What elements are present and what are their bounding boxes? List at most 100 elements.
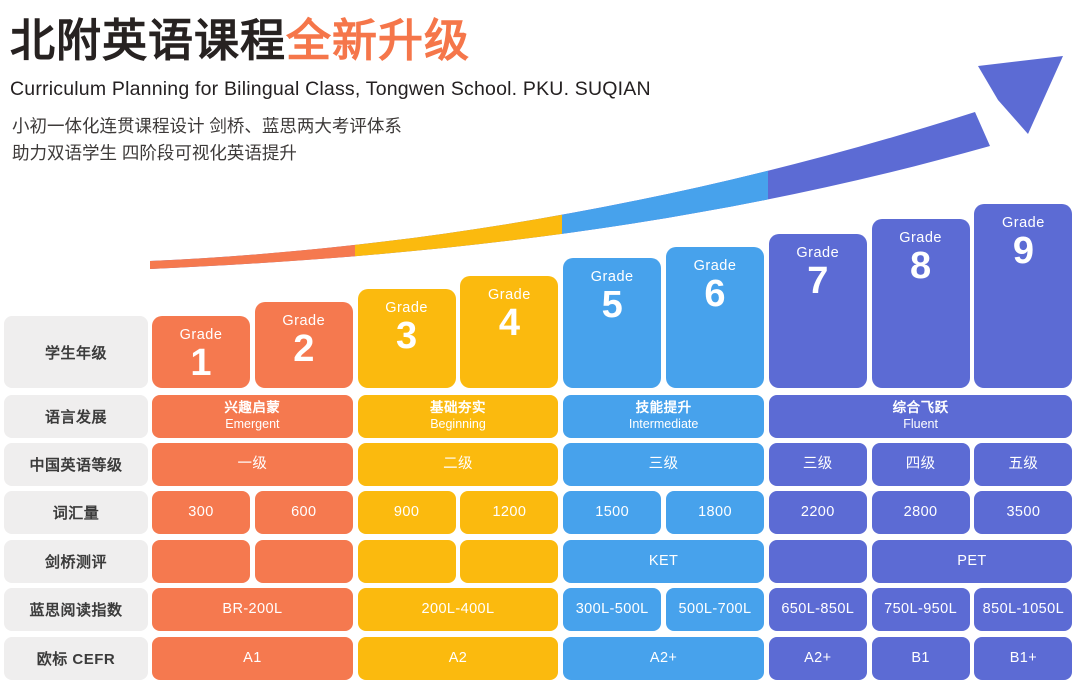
cell-language-development-col1: 兴趣启蒙 Emergent bbox=[152, 395, 353, 438]
cell-cambridge-assessment-col3 bbox=[357, 540, 456, 583]
row-label-text-language-development: 语言发展 bbox=[44, 409, 107, 426]
grade-number: 6 bbox=[704, 273, 726, 315]
grade-word: Grade bbox=[282, 313, 326, 329]
row-label-text-cefr: 欧标 CEFR bbox=[36, 651, 116, 668]
row-label-student-grade: 学生年级 bbox=[4, 316, 148, 388]
row-label-china-english-level: 中国英语等级 bbox=[4, 443, 148, 486]
cell-china-english-level-col1: 一级 bbox=[152, 443, 353, 486]
cell-vocabulary-col2: 600 bbox=[254, 491, 353, 534]
cell-text: A2+ bbox=[649, 650, 678, 667]
grade-bar-5: Grade 5 bbox=[563, 258, 662, 388]
cell-text: 四级 bbox=[905, 456, 936, 473]
cell-text-secondary: Intermediate bbox=[628, 417, 699, 432]
cell-text: 300 bbox=[188, 504, 214, 521]
cell-text: 200L-400L bbox=[421, 601, 495, 618]
cell-text: 三级 bbox=[802, 456, 833, 473]
cell-text: 1200 bbox=[492, 504, 527, 521]
cell-china-english-level-col8: 四级 bbox=[871, 443, 970, 486]
grade-number: 3 bbox=[396, 315, 418, 357]
cell-text: BR-200L bbox=[222, 601, 283, 618]
grade-number: 4 bbox=[498, 302, 520, 344]
grade-bar-4: Grade 4 bbox=[460, 276, 559, 388]
cell-cefr-col8: B1 bbox=[871, 637, 970, 680]
grade-bar-1: Grade 1 bbox=[152, 316, 250, 388]
cell-lexile-reading-index-col5: 300L-500L bbox=[563, 588, 662, 631]
row-label-text-student-grade: 学生年级 bbox=[44, 344, 107, 362]
cell-text: 1800 bbox=[698, 504, 732, 521]
grade-number: 8 bbox=[910, 245, 932, 287]
cell-cambridge-assessment-col1 bbox=[152, 540, 250, 583]
cell-cefr-col7: A2+ bbox=[768, 637, 867, 680]
page-subtitle: Curriculum Planning for Bilingual Class,… bbox=[10, 78, 651, 100]
grade-bar-6: Grade 6 bbox=[666, 247, 764, 388]
cell-vocabulary-col6: 1800 bbox=[666, 491, 764, 534]
cell-lexile-reading-index-col9: 850L-1050L bbox=[974, 588, 1073, 631]
row-label-vocabulary: 词汇量 bbox=[4, 491, 148, 534]
cell-cambridge-assessment-col5: KET bbox=[563, 540, 764, 583]
cell-china-english-level-col7: 三级 bbox=[768, 443, 867, 486]
row-label-cefr: 欧标 CEFR bbox=[4, 637, 148, 680]
cell-vocabulary-col4: 1200 bbox=[460, 491, 559, 534]
grade-bar-8: Grade 8 bbox=[871, 219, 970, 388]
cell-china-english-level-col5: 三级 bbox=[563, 443, 764, 486]
cell-cefr-col9: B1+ bbox=[974, 637, 1073, 680]
cell-cambridge-assessment-col7 bbox=[768, 540, 867, 583]
row-label-text-china-english-level: 中国英语等级 bbox=[29, 457, 123, 474]
grade-number: 1 bbox=[190, 342, 212, 384]
cell-text: B1 bbox=[911, 650, 930, 667]
row-label-text-cambridge-assessment: 剑桥测评 bbox=[44, 554, 107, 571]
cell-text: 五级 bbox=[1008, 456, 1039, 473]
grade-number: 2 bbox=[293, 328, 315, 370]
cell-vocabulary-col5: 1500 bbox=[563, 491, 662, 534]
page-title: 北附英语课程全新升级 bbox=[10, 4, 470, 69]
cell-cambridge-assessment-col4 bbox=[460, 540, 559, 583]
grade-bar-2: Grade 2 bbox=[254, 302, 353, 388]
cell-language-development-col3: 基础夯实 Beginning bbox=[357, 395, 559, 438]
grade-word: Grade bbox=[1001, 215, 1045, 231]
cell-text-primary: 技能提升 bbox=[635, 400, 692, 416]
cell-text: KET bbox=[648, 553, 679, 570]
cell-text-secondary: Fluent bbox=[903, 417, 938, 432]
cell-vocabulary-col9: 3500 bbox=[974, 491, 1073, 534]
cell-text-secondary: Emergent bbox=[225, 417, 280, 432]
cell-vocabulary-col7: 2200 bbox=[768, 491, 867, 534]
cell-vocabulary-col1: 300 bbox=[152, 491, 250, 534]
cell-text: A2 bbox=[448, 650, 468, 667]
cell-text: B1+ bbox=[1009, 650, 1038, 667]
cell-text: 1500 bbox=[595, 504, 630, 521]
cell-text: 650L-850L bbox=[781, 601, 855, 618]
cell-china-english-level-col9: 五级 bbox=[974, 443, 1073, 486]
cell-text: 2800 bbox=[903, 504, 938, 521]
grade-number: 5 bbox=[601, 284, 623, 326]
cell-vocabulary-col3: 900 bbox=[357, 491, 456, 534]
grade-word: Grade bbox=[487, 287, 531, 303]
cell-text: 750L-950L bbox=[884, 601, 958, 618]
page-description: 小初一体化连贯课程设计 剑桥、蓝思两大考评体系 助力双语学生 四阶段可视化英语提… bbox=[12, 113, 402, 166]
grade-number: 9 bbox=[1012, 230, 1034, 272]
cell-text: 一级 bbox=[237, 456, 268, 473]
title-accent: 全新升级 bbox=[286, 15, 471, 66]
cell-text: 2200 bbox=[800, 504, 835, 521]
cell-cefr-col3: A2 bbox=[357, 637, 559, 680]
description-line-1: 小初一体化连贯课程设计 剑桥、蓝思两大考评体系 bbox=[12, 116, 402, 136]
cell-cambridge-assessment-col8: PET bbox=[871, 540, 1073, 583]
cell-cefr-col5: A2+ bbox=[563, 637, 764, 680]
grade-bar-3: Grade 3 bbox=[357, 289, 456, 388]
cell-text: 850L-1050L bbox=[982, 601, 1065, 618]
grade-word: Grade bbox=[385, 300, 428, 316]
cell-lexile-reading-index-col7: 650L-850L bbox=[768, 588, 867, 631]
cell-text: 三级 bbox=[648, 456, 679, 473]
cell-text: 900 bbox=[393, 504, 420, 521]
cell-language-development-col5: 技能提升 Intermediate bbox=[563, 395, 764, 438]
grade-word: Grade bbox=[693, 258, 737, 274]
cell-text-primary: 综合飞跃 bbox=[892, 400, 949, 416]
cell-language-development-col7: 综合飞跃 Fluent bbox=[768, 395, 1073, 438]
grade-bar-7: Grade 7 bbox=[768, 234, 867, 388]
row-label-language-development: 语言发展 bbox=[4, 395, 148, 438]
cell-lexile-reading-index-col6: 500L-700L bbox=[666, 588, 764, 631]
grade-word: Grade bbox=[179, 327, 223, 343]
cell-text-secondary: Beginning bbox=[430, 417, 486, 432]
grade-word: Grade bbox=[899, 230, 942, 246]
cell-text: 3500 bbox=[1006, 504, 1041, 521]
